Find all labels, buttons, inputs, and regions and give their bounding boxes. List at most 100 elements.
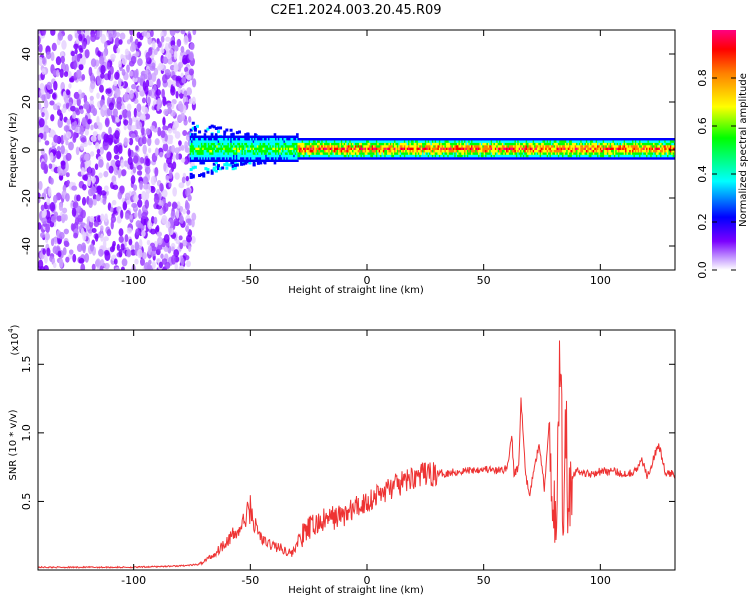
spectrogram-cell (321, 145, 324, 148)
spectrogram-cell (651, 147, 655, 150)
spectrogram-cell (370, 140, 373, 143)
spectrogram-cell (405, 157, 408, 160)
noise-cell (104, 41, 108, 49)
spectrogram-cell (328, 150, 331, 153)
spectrogram-cell (214, 161, 218, 165)
spectrogram-cell (381, 152, 385, 155)
spectrogram-cell (591, 147, 595, 150)
spectrogram-cell (290, 152, 294, 155)
spectrogram-cell (525, 154, 529, 158)
spectrogram-cell (296, 133, 299, 136)
spectrogram-cell (276, 157, 280, 160)
noise-cell (78, 64, 84, 71)
spectrogram-cell (368, 150, 372, 153)
spectrogram-cell (650, 142, 653, 146)
noise-cell (130, 41, 135, 48)
spectrogram-cell (307, 157, 310, 160)
spectrogram-cell (283, 135, 287, 138)
spectrogram-cell (521, 154, 525, 158)
spectrogram-cell (258, 159, 261, 162)
noise-cell (126, 103, 132, 111)
spectrogram-cell (648, 157, 652, 160)
spectrogram-cell (478, 154, 481, 158)
spectrogram-cell (193, 128, 197, 132)
noise-cell (76, 53, 81, 62)
spectrogram-cell (359, 140, 362, 143)
spectrogram-cell (472, 145, 476, 148)
spectrogram-cell (658, 150, 662, 153)
spectrogram-cell (434, 152, 438, 155)
noise-cell (91, 176, 96, 184)
spectrogram-cell (576, 145, 579, 148)
noise-cell (191, 78, 197, 88)
spectrogram-cell (367, 147, 371, 150)
noise-cell (176, 201, 181, 209)
spectrogram-cell (248, 150, 252, 153)
spectrogram-cell (277, 159, 281, 162)
spectrogram-cell (594, 142, 597, 146)
spectrogram-cell (261, 140, 264, 143)
spectrogram-heatmap (38, 30, 675, 270)
spectrogram-cell (191, 145, 194, 148)
spectrogram-cell (658, 152, 662, 155)
noise-cell (46, 197, 51, 206)
spectrogram-cell (304, 152, 308, 155)
spectrogram-cell (472, 138, 476, 141)
spectrogram-cell (424, 150, 428, 153)
spectrogram-cell (385, 145, 389, 148)
spectrogram-cell (500, 154, 504, 158)
spectrogram-cell (217, 138, 221, 141)
spectrogram-cell (322, 150, 326, 153)
spectrogram-cell (209, 157, 212, 160)
spectrogram-cell (485, 142, 488, 146)
spectrogram-cell (423, 154, 427, 158)
spectrogram-cell (216, 142, 219, 146)
spectrogram-cell (538, 140, 541, 143)
spectrogram-cell (511, 142, 515, 146)
spectrogram-cell (248, 152, 252, 155)
spectrogram-cell (364, 140, 368, 143)
spectrogram-cell (206, 152, 210, 155)
spectrogram-cell (227, 147, 231, 150)
spectrogram-cell (237, 130, 241, 134)
spectrogram-cell (280, 157, 284, 160)
spectrogram-cell (528, 142, 532, 146)
spectrogram-cell (328, 145, 331, 148)
noise-cell (178, 140, 182, 146)
spectrogram-cell (410, 157, 414, 160)
spectrogram-cell (200, 152, 204, 155)
spectrogram-cell (205, 140, 208, 143)
noise-cell (49, 202, 56, 212)
noise-cell (78, 257, 85, 264)
spectrogram-cell (248, 160, 252, 164)
spectrogram-cell (225, 163, 229, 167)
spectrogram-cell (630, 138, 634, 141)
spectrogram-cell (527, 138, 530, 141)
spectrogram-cell (534, 150, 537, 153)
spectrogram-cell (375, 142, 379, 146)
spectrogram-cell (325, 150, 329, 153)
spectrogram-cell (245, 138, 249, 141)
spectrogram-cell (391, 142, 394, 146)
spectrogram-cell (356, 142, 359, 146)
spectrogram-cell (352, 152, 355, 155)
spectrogram-cell (287, 154, 291, 158)
spectrogram-cell (655, 157, 659, 160)
spectrogram-cell (374, 157, 378, 160)
spectrogram-cell (487, 154, 491, 158)
spectrogram-cell (199, 147, 203, 150)
spectrogram-cell (270, 145, 274, 148)
spectrogram-cell (247, 150, 250, 153)
spectrogram-cell (206, 140, 210, 143)
noise-cell (57, 250, 62, 258)
spectrogram-cell (664, 150, 667, 153)
spectrogram-cell (534, 152, 537, 155)
noise-cell (73, 232, 79, 239)
noise-cell (185, 223, 190, 233)
spectrogram-cell (279, 147, 282, 150)
spectrogram-cell (401, 145, 404, 148)
spectrogram-cell (452, 145, 456, 148)
spectrogram-cell (403, 157, 407, 160)
spectrogram-cell (639, 138, 642, 141)
spectrogram-cell (213, 152, 217, 155)
